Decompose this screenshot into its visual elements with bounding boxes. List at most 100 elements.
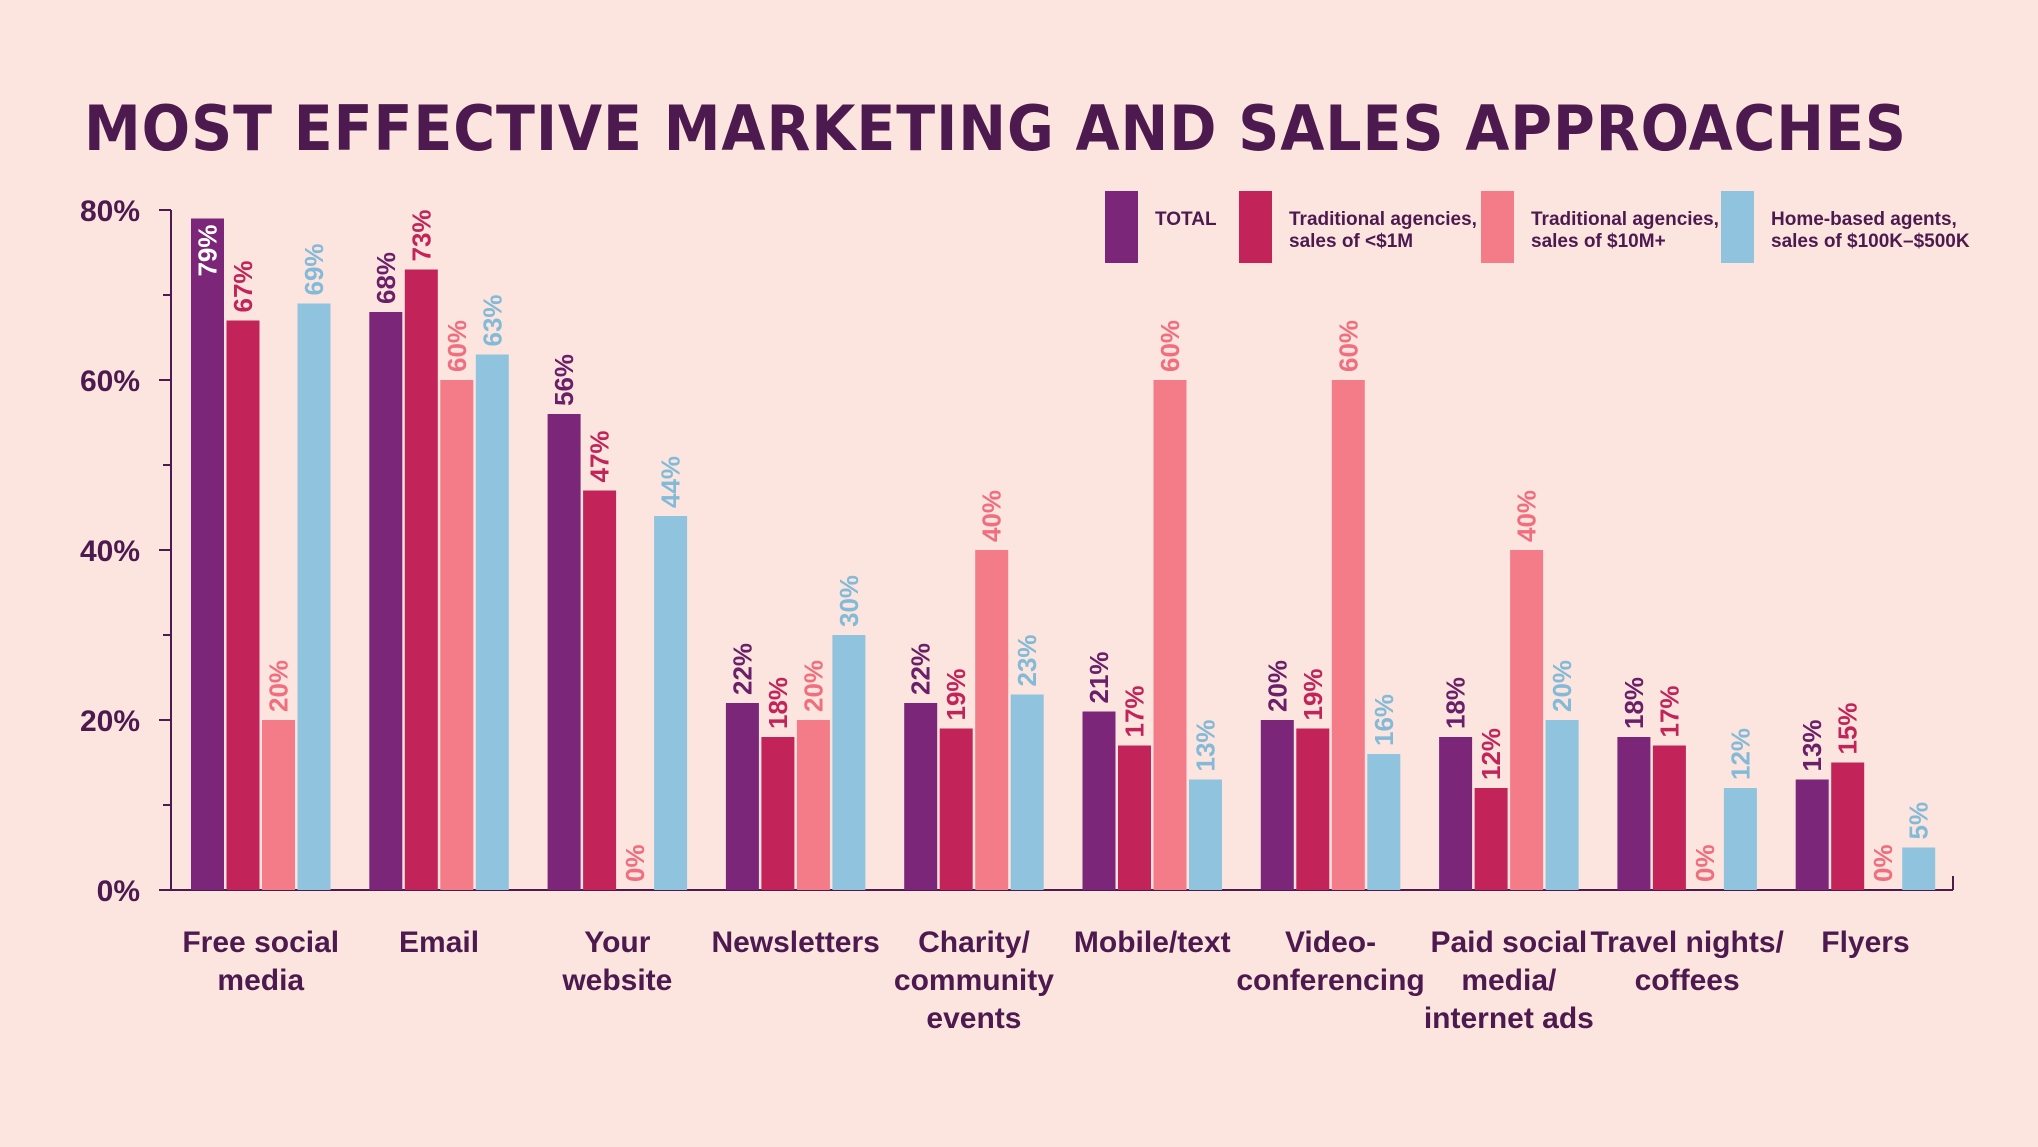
x-tick-label: media/	[1461, 964, 1557, 997]
bar	[904, 703, 938, 890]
data-label: 15%	[1833, 702, 1863, 754]
bar	[547, 414, 581, 890]
x-tick-label: website	[561, 964, 672, 997]
bar	[1723, 788, 1757, 890]
data-label: 5%	[1904, 802, 1934, 840]
bar	[226, 320, 260, 890]
data-label: 60%	[1155, 320, 1185, 372]
data-label: 12%	[1476, 728, 1506, 780]
y-tick-label: 60%	[80, 365, 140, 398]
data-label: 18%	[1441, 677, 1471, 729]
x-tick-label: Paid social	[1430, 926, 1587, 959]
data-label: 23%	[1012, 634, 1042, 686]
x-tick-label: conferencing	[1236, 964, 1424, 997]
x-tick-label: Your	[584, 926, 650, 959]
bar	[1545, 720, 1579, 890]
bar	[1296, 728, 1330, 890]
bar	[1831, 762, 1865, 890]
bar	[1331, 380, 1365, 890]
data-label: 79%	[193, 225, 223, 277]
data-label: 13%	[1797, 719, 1827, 771]
data-label: 17%	[1120, 685, 1150, 737]
data-label: 22%	[727, 643, 757, 695]
y-tick-label: 80%	[80, 195, 140, 228]
data-label: 20%	[264, 660, 294, 712]
bar	[975, 550, 1009, 890]
data-label: 68%	[371, 252, 401, 304]
bar	[475, 354, 509, 890]
bar	[832, 635, 866, 890]
data-label: 0%	[620, 844, 650, 882]
bar	[440, 380, 474, 890]
data-label: 40%	[977, 490, 1007, 542]
data-label: 20%	[798, 660, 828, 712]
x-tick-label: Travel nights/	[1590, 926, 1784, 959]
y-tick-label: 20%	[80, 705, 140, 738]
bar	[1118, 745, 1151, 890]
data-label: 21%	[1084, 651, 1114, 703]
data-label: 18%	[1619, 677, 1649, 729]
bar	[1617, 737, 1651, 890]
bar	[191, 218, 224, 890]
x-tick-label: Free social	[182, 926, 339, 959]
bar	[1652, 745, 1686, 890]
bar	[1260, 720, 1294, 890]
legend-swatch	[1721, 191, 1754, 263]
x-tick-label: community	[894, 964, 1054, 997]
legend-label: sales of $10M+	[1531, 231, 1666, 252]
bar	[1010, 694, 1044, 890]
x-tick-label: Mobile/text	[1074, 926, 1231, 959]
legend-swatch	[1239, 191, 1272, 263]
legend-label: Home-based agents,	[1771, 209, 1957, 230]
x-tick-label: Newsletters	[711, 926, 879, 959]
y-tick-label: 40%	[80, 535, 140, 568]
legend-label: Traditional agencies,	[1289, 209, 1477, 230]
bar	[1153, 380, 1187, 890]
data-label: 67%	[228, 260, 258, 312]
data-label: 73%	[406, 209, 436, 261]
x-tick-label: media	[217, 964, 304, 997]
data-label: 19%	[941, 668, 971, 720]
data-label: 69%	[299, 243, 329, 295]
bar	[796, 720, 830, 890]
bar	[1439, 737, 1473, 890]
data-label: 20%	[1547, 660, 1577, 712]
bar	[1474, 788, 1508, 890]
x-tick-label: Email	[399, 926, 479, 959]
legend-label: Traditional agencies,	[1531, 209, 1719, 230]
data-label: 22%	[906, 643, 936, 695]
data-label: 18%	[763, 677, 793, 729]
legend-swatch	[1481, 191, 1514, 263]
x-tick-label: Charity/	[918, 926, 1030, 959]
bar	[297, 303, 331, 890]
x-tick-label: coffees	[1635, 964, 1740, 997]
data-label: 63%	[477, 294, 507, 346]
data-label: 19%	[1298, 668, 1328, 720]
data-label: 44%	[656, 456, 686, 508]
bar	[654, 516, 688, 890]
data-label: 13%	[1191, 719, 1221, 771]
data-label: 16%	[1369, 694, 1399, 746]
data-label: 40%	[1512, 490, 1542, 542]
bar	[1902, 847, 1936, 890]
data-label: 0%	[1690, 844, 1720, 882]
data-label: 47%	[585, 430, 615, 482]
x-tick-label: events	[926, 1002, 1021, 1035]
bar	[939, 728, 973, 890]
data-label: 20%	[1262, 660, 1292, 712]
y-tick-label: 0%	[97, 875, 140, 908]
bar	[583, 490, 617, 890]
chart-title: MOST EFFECTIVE MARKETING AND SALES APPRO…	[84, 92, 1907, 165]
bar	[1082, 711, 1116, 890]
data-label: 56%	[549, 354, 579, 406]
x-tick-label: internet ads	[1424, 1002, 1594, 1035]
x-tick-label: Video-	[1285, 926, 1376, 959]
data-label: 60%	[1333, 320, 1363, 372]
bar	[1510, 550, 1544, 890]
data-label: 12%	[1725, 728, 1755, 780]
data-label: 30%	[834, 575, 864, 627]
bar	[404, 269, 438, 890]
bar	[1795, 779, 1829, 890]
